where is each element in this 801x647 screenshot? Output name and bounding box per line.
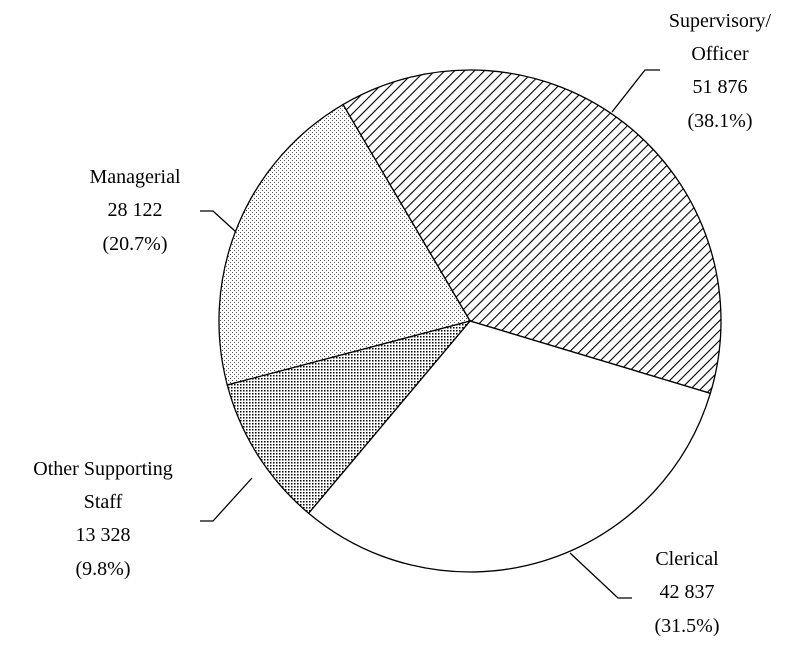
value-label: 28 122 [108, 199, 163, 221]
pie-slice [307, 320, 712, 573]
value-label: 42 837 [660, 581, 715, 603]
leader-line [200, 477, 253, 522]
slice-label: Clerical [655, 548, 719, 570]
value-label: 13 328 [76, 524, 131, 546]
percent-label: (20.7%) [103, 233, 168, 255]
pie-slice [218, 103, 471, 386]
percent-label: (38.1%) [688, 110, 753, 132]
leader-line [611, 69, 660, 113]
percent-label: (31.5%) [655, 615, 720, 637]
percent-label: (9.8%) [76, 558, 131, 580]
slice-label: Other Supporting Staff [33, 458, 172, 513]
leader-line [200, 210, 237, 233]
pie-slice [342, 69, 722, 395]
slice-label: Managerial [89, 166, 181, 188]
leader-line [569, 552, 632, 599]
value-label: 51 876 [693, 76, 748, 98]
slice-label: Supervisory/Officer [669, 10, 772, 65]
